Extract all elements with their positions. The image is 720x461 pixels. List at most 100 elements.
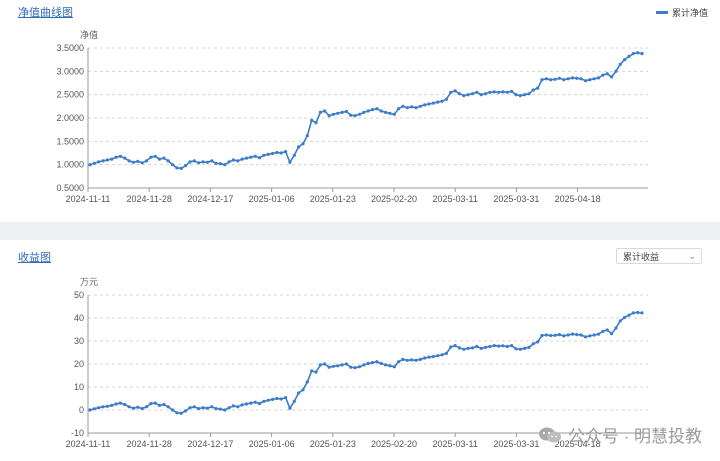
data-point <box>218 162 222 166</box>
data-point <box>579 333 583 337</box>
data-point <box>205 406 209 410</box>
data-point <box>505 344 509 349</box>
x-tick-label: 2025-01-23 <box>310 194 356 204</box>
data-point <box>136 405 140 409</box>
data-point <box>349 113 353 117</box>
data-point <box>384 363 388 367</box>
data-point <box>601 329 605 333</box>
data-point <box>392 112 396 116</box>
data-point <box>388 111 392 115</box>
legend-label: 累计净值 <box>671 8 708 18</box>
data-point <box>562 334 566 338</box>
y-tick-label: 1.5000 <box>56 136 84 146</box>
data-point <box>475 344 479 349</box>
data-point <box>540 333 544 338</box>
data-point <box>544 77 549 81</box>
data-point <box>118 154 122 158</box>
x-tick-label: 2025-04-18 <box>555 439 601 449</box>
data-point <box>244 156 249 160</box>
data-point <box>453 344 457 348</box>
nav-chart-panel: 净值曲线图 累计净值 净值 0.5000 1.0000 1.5000 2.0000 2.5… <box>0 0 720 222</box>
nav-legend[interactable]: 累计净值 <box>655 6 708 19</box>
data-point <box>370 108 375 112</box>
nav-chart-title[interactable]: 净值曲线图 <box>18 7 73 19</box>
data-point <box>240 403 244 407</box>
data-point <box>483 345 488 349</box>
profit-type-select[interactable]: 累计收益 ⌄ <box>616 248 702 264</box>
data-point <box>175 411 179 415</box>
data-point <box>362 110 366 114</box>
data-point <box>253 154 257 158</box>
x-tick-label: 2024-11-11 <box>66 439 111 449</box>
data-point <box>223 163 227 167</box>
profit-chart-title[interactable]: 收益图 <box>18 252 51 264</box>
data-point <box>636 310 640 315</box>
data-point <box>127 159 131 163</box>
data-point <box>431 101 435 105</box>
data-point <box>583 79 588 83</box>
data-point <box>240 157 244 161</box>
x-tick-label: 2025-02-20 <box>371 194 417 204</box>
data-point <box>366 109 370 113</box>
data-point <box>553 333 557 337</box>
data-point <box>123 402 127 407</box>
data-point <box>436 354 440 358</box>
data-point <box>518 347 522 351</box>
data-point <box>640 52 644 56</box>
data-point <box>618 319 622 323</box>
data-point <box>88 408 92 412</box>
data-point <box>179 411 183 415</box>
data-point <box>88 163 92 167</box>
data-point <box>192 159 196 163</box>
data-point <box>262 399 266 403</box>
data-point <box>497 90 501 94</box>
data-point <box>262 153 266 157</box>
data-point <box>527 92 531 96</box>
data-point <box>236 405 240 409</box>
data-point <box>640 311 644 315</box>
data-point <box>314 121 318 125</box>
data-point <box>171 408 175 412</box>
data-point <box>497 344 501 348</box>
data-point <box>475 90 479 94</box>
data-point <box>523 346 527 350</box>
data-point <box>605 72 609 76</box>
data-point <box>557 76 562 80</box>
data-point <box>623 315 627 320</box>
data-point <box>523 93 527 97</box>
x-tick-label: 2025-01-06 <box>249 194 295 204</box>
data-point <box>192 405 196 409</box>
data-point <box>301 142 305 146</box>
data-point <box>531 342 535 346</box>
data-point <box>462 94 466 98</box>
data-point <box>418 104 422 108</box>
data-point <box>514 347 518 351</box>
data-point <box>431 355 435 359</box>
data-point <box>596 332 601 336</box>
data-point <box>414 358 418 362</box>
data-point <box>231 404 235 408</box>
data-point <box>536 86 540 90</box>
data-point <box>575 333 579 337</box>
data-point <box>305 380 309 384</box>
data-point <box>388 364 392 368</box>
data-point <box>375 107 379 111</box>
data-point <box>336 364 340 368</box>
data-point <box>570 76 575 80</box>
data-point <box>249 401 253 405</box>
data-point <box>218 407 222 411</box>
data-point <box>279 397 283 401</box>
x-tick-label: 2025-03-11 <box>433 194 478 204</box>
data-point <box>470 346 475 350</box>
data-point <box>440 353 444 357</box>
data-point <box>636 51 640 55</box>
data-point <box>244 402 249 406</box>
data-point <box>349 365 353 369</box>
data-point <box>197 407 201 411</box>
data-point <box>236 159 240 163</box>
data-point <box>310 369 314 373</box>
data-point <box>144 159 149 163</box>
data-point <box>492 344 496 348</box>
panel-divider <box>0 222 720 240</box>
data-point <box>157 403 162 407</box>
